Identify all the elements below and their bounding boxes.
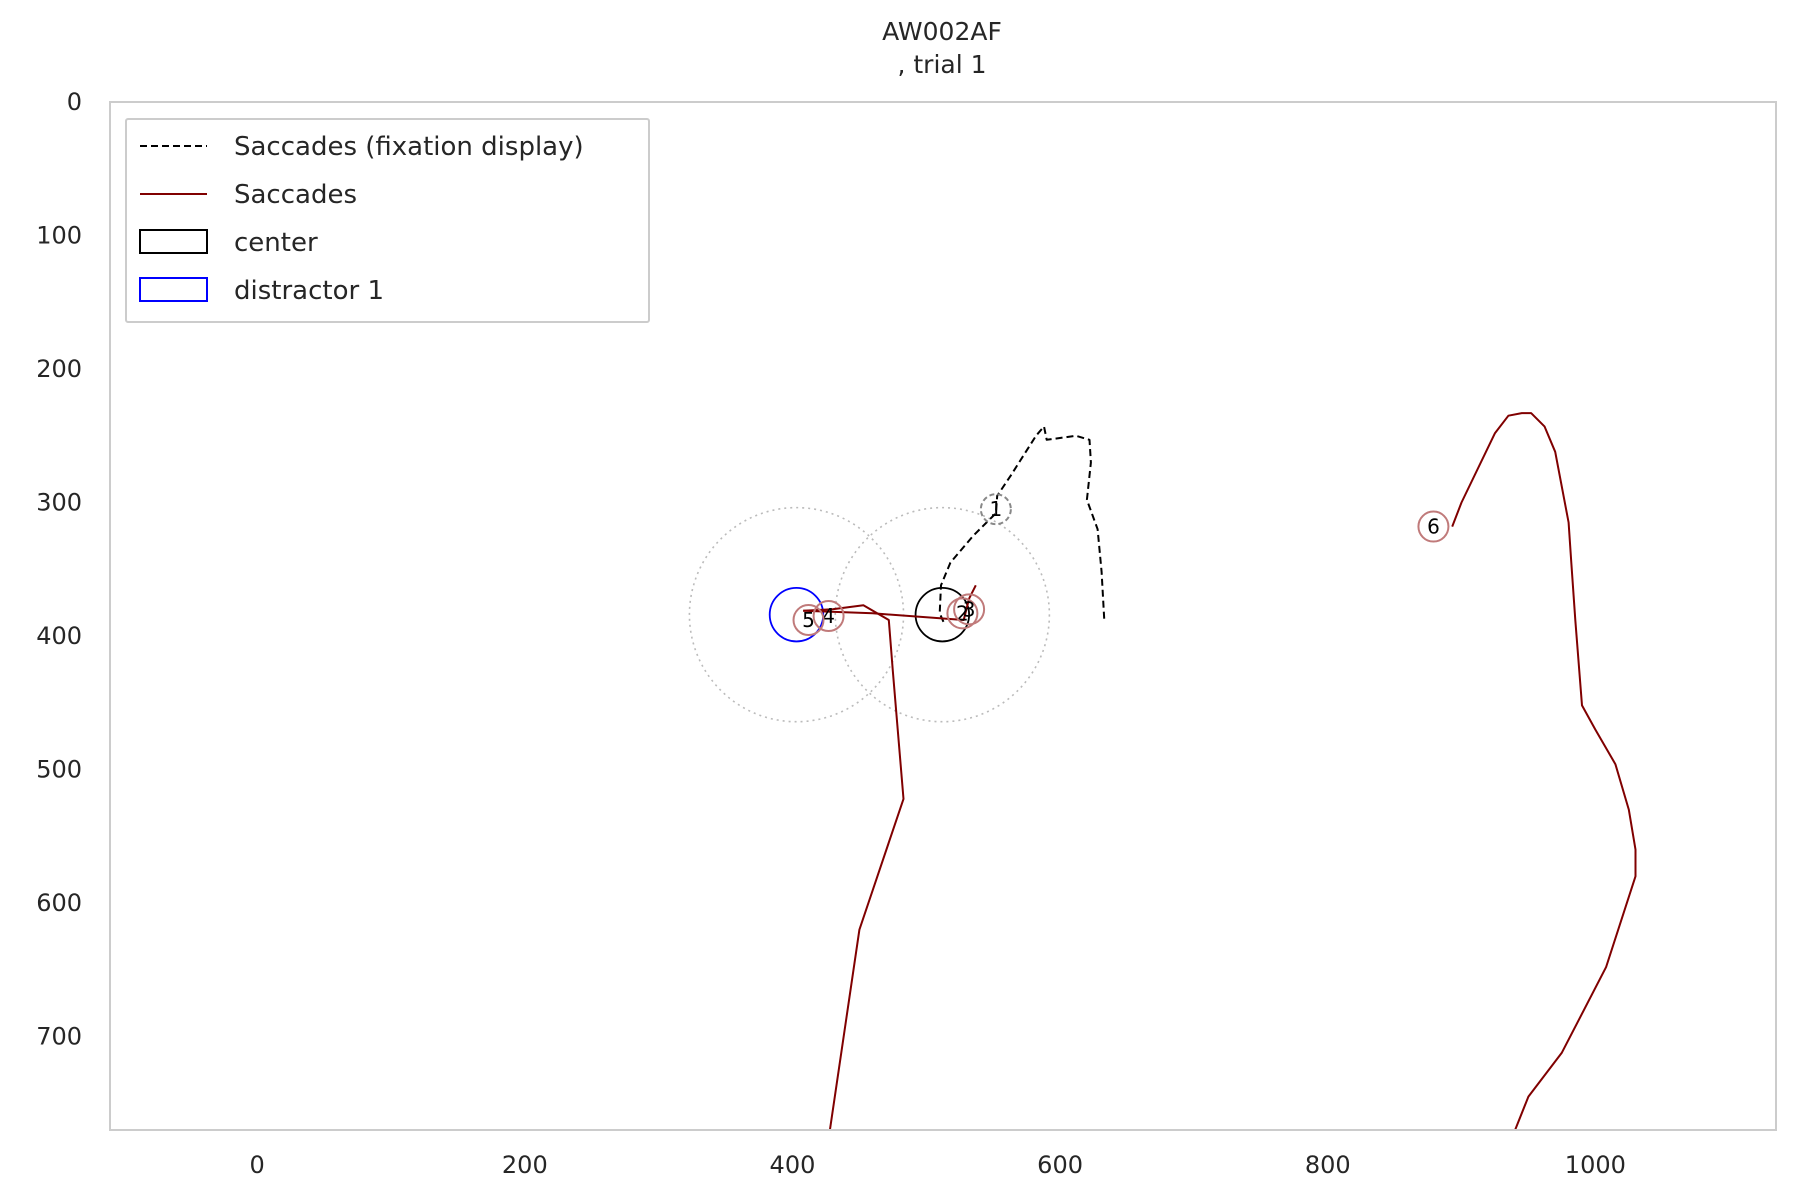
fixation-label-3: 3 [963,597,976,621]
y-tick-label-400: 400 [36,622,82,650]
y-tick-label-500: 500 [36,756,82,784]
legend-label-center: center [234,228,318,258]
fixation-label-5: 5 [802,608,815,632]
legend-label-distractor-1: distractor 1 [234,276,384,306]
x-tick-label-800: 800 [1305,1151,1351,1179]
fixation-circle-5 [792,604,825,637]
x-tick-label-0: 0 [250,1151,265,1179]
y-tick-label-0: 0 [67,88,82,116]
fixation-circle-2 [946,597,979,630]
saccade-path-1 [803,604,905,1130]
x-tick-label-200: 200 [502,1151,548,1179]
fixation-circle-6 [1417,510,1450,543]
fixation-circle-3 [953,593,986,626]
y-tick-label-700: 700 [36,1023,82,1051]
x-tick-label-400: 400 [770,1151,816,1179]
plot-frame [109,101,1777,1131]
y-tick-label-600: 600 [36,889,82,917]
fixation-label-1: 1 [989,497,1002,521]
y-tick-label-200: 200 [36,355,82,383]
legend-label-saccades-fixation-display: Saccades (fixation display) [234,132,584,162]
chart-title: AW002AF [882,17,1002,46]
legend-label-saccades: Saccades [234,180,357,210]
x-tick-label-600: 600 [1037,1151,1083,1179]
aoi-circle-center [914,587,970,643]
fixation-circle-4 [812,600,845,632]
legend-swatch-center [139,229,208,254]
x-tick-label-1000: 1000 [1565,1151,1626,1179]
legend-swatch-distractor-1 [139,277,208,302]
y-tick-label-300: 300 [36,489,82,517]
fixation-label-4: 4 [822,604,835,628]
saccade-path-3 [1451,412,1637,1130]
chart-subtitle: , trial 1 [897,50,986,79]
fixation-display-saccade-path-1 [938,425,1106,626]
legend: Saccades (fixation display) Saccades cen… [125,118,650,323]
boundary-circle-1 [834,506,1051,723]
y-tick-label-100: 100 [36,222,82,250]
fixation-label-6: 6 [1427,515,1440,539]
legend-frame [125,118,650,323]
